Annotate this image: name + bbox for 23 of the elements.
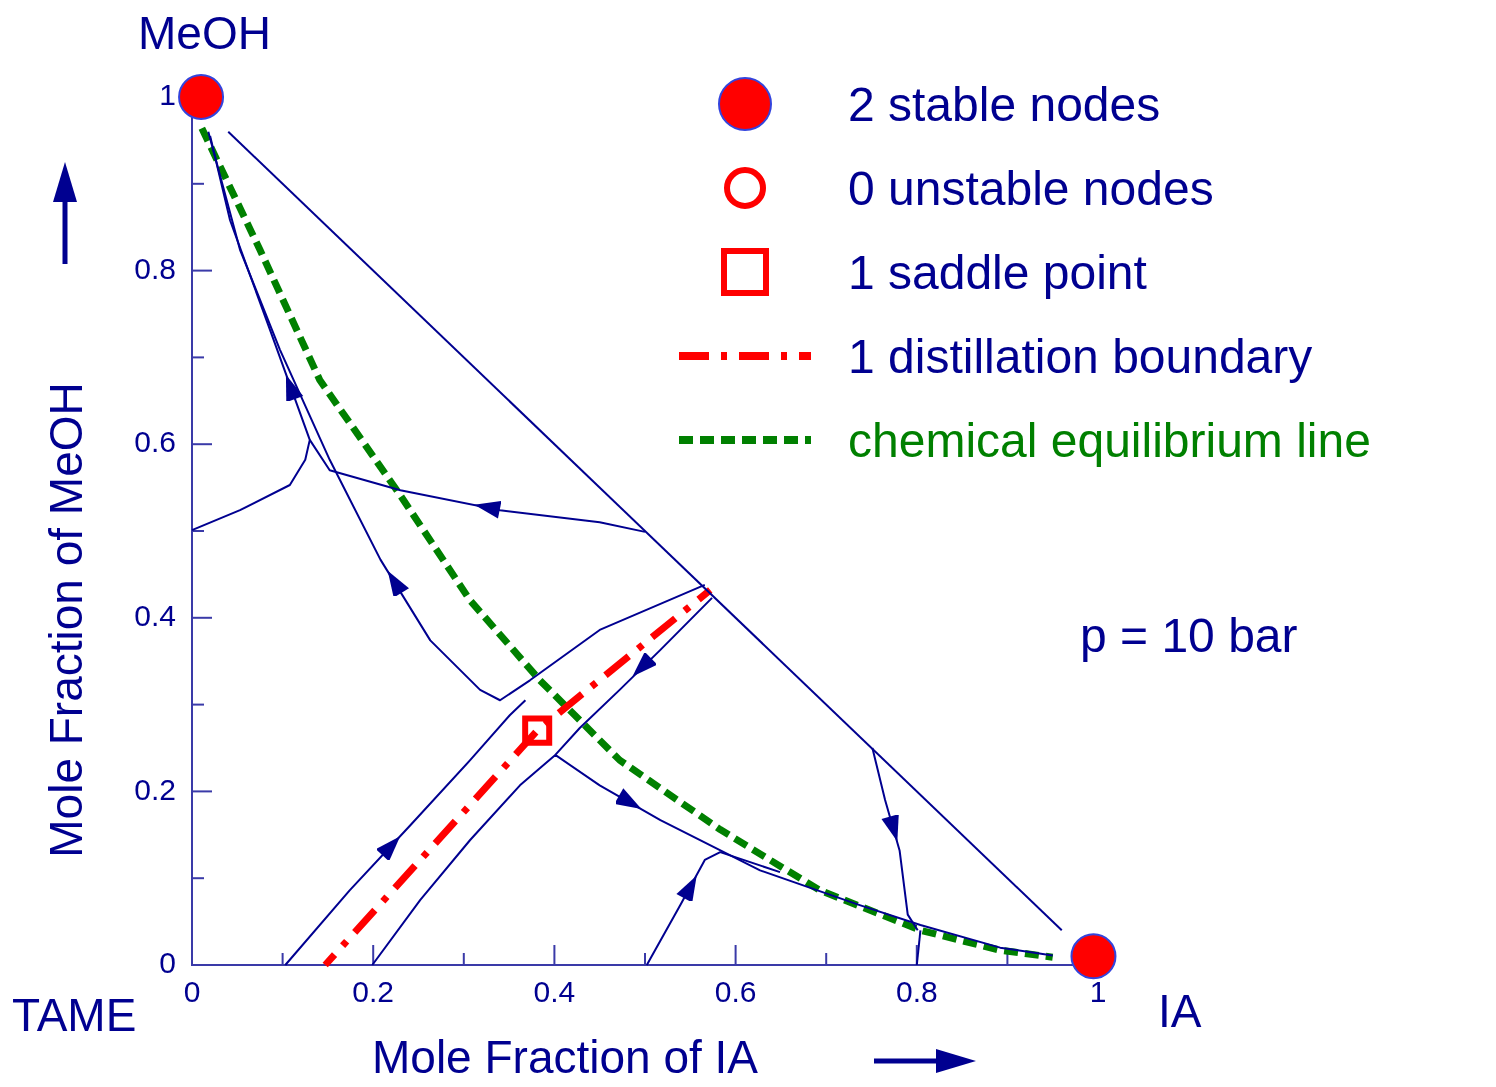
text: TAME [12, 988, 137, 1042]
x-axis-title: Mole Fraction of IA [372, 1030, 759, 1084]
x-tick-label: 0.8 [895, 975, 938, 1009]
legend-label: 1 distillation boundary [848, 328, 1313, 384]
x-tick-label: 0.2 [352, 975, 395, 1009]
y-tick-label: 0.4 [134, 599, 176, 633]
legend-label: 2 stable nodes [848, 76, 1161, 132]
y-axis-title: Mole Fraction of MeOH [39, 382, 93, 858]
y-tick-label: 1 [159, 78, 176, 112]
y-tick-label: 0.2 [134, 772, 176, 806]
x-tick-label: 1 [1089, 975, 1107, 1009]
y-tick-label: 0 [159, 946, 176, 980]
legend-label: 0 unstable nodes [848, 160, 1214, 216]
x-tick-label: 0 [183, 975, 201, 1009]
text: MeOH [138, 6, 271, 60]
y-tick-label: 0.8 [134, 251, 176, 285]
x-tick-label: 0.4 [533, 975, 576, 1009]
annotation: p = 10 bar [1080, 608, 1298, 663]
y-tick-label: 0.6 [134, 425, 176, 459]
x-tick-label: 0.6 [714, 975, 757, 1009]
legend-label: chemical equilibrium line [848, 412, 1371, 468]
text: IA [1158, 984, 1202, 1038]
legend-label: 1 saddle point [848, 244, 1147, 300]
